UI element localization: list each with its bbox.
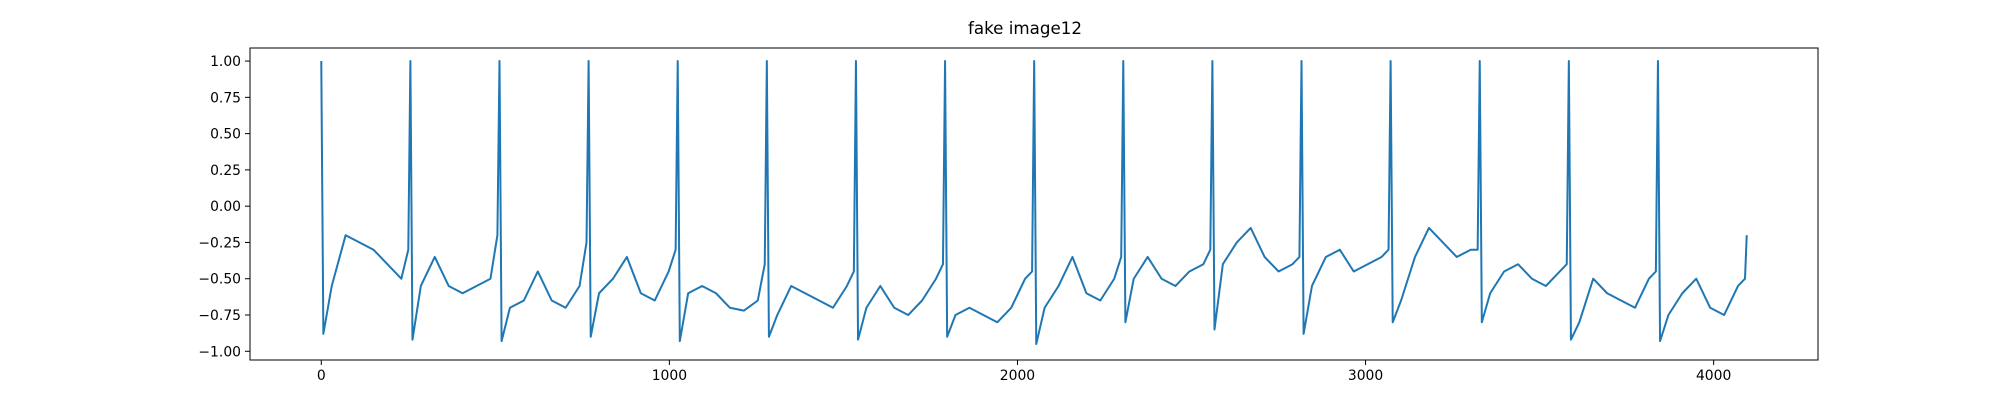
x-tick-label: 4000 <box>1696 368 1731 384</box>
chart-title: fake image12 <box>968 18 1082 38</box>
y-tick-label: −1.00 <box>198 344 241 360</box>
y-tick-label: −0.50 <box>198 272 241 288</box>
x-tick-label: 1000 <box>652 368 687 384</box>
y-tick-label: −0.75 <box>198 308 241 324</box>
x-tick-label: 0 <box>317 368 326 384</box>
axes-frame <box>249 47 1819 361</box>
y-tick-label: 0.50 <box>210 127 241 143</box>
y-tick-label: 1.00 <box>210 54 241 70</box>
line-series <box>320 60 1748 346</box>
y-tick-label: −0.25 <box>198 235 241 251</box>
x-tick-label: 3000 <box>1348 368 1383 384</box>
x-tick-label: 2000 <box>1000 368 1035 384</box>
y-tick-label: 0.75 <box>210 90 241 106</box>
y-tick-label: 0.00 <box>210 199 241 215</box>
y-tick-label: 0.25 <box>210 163 241 179</box>
